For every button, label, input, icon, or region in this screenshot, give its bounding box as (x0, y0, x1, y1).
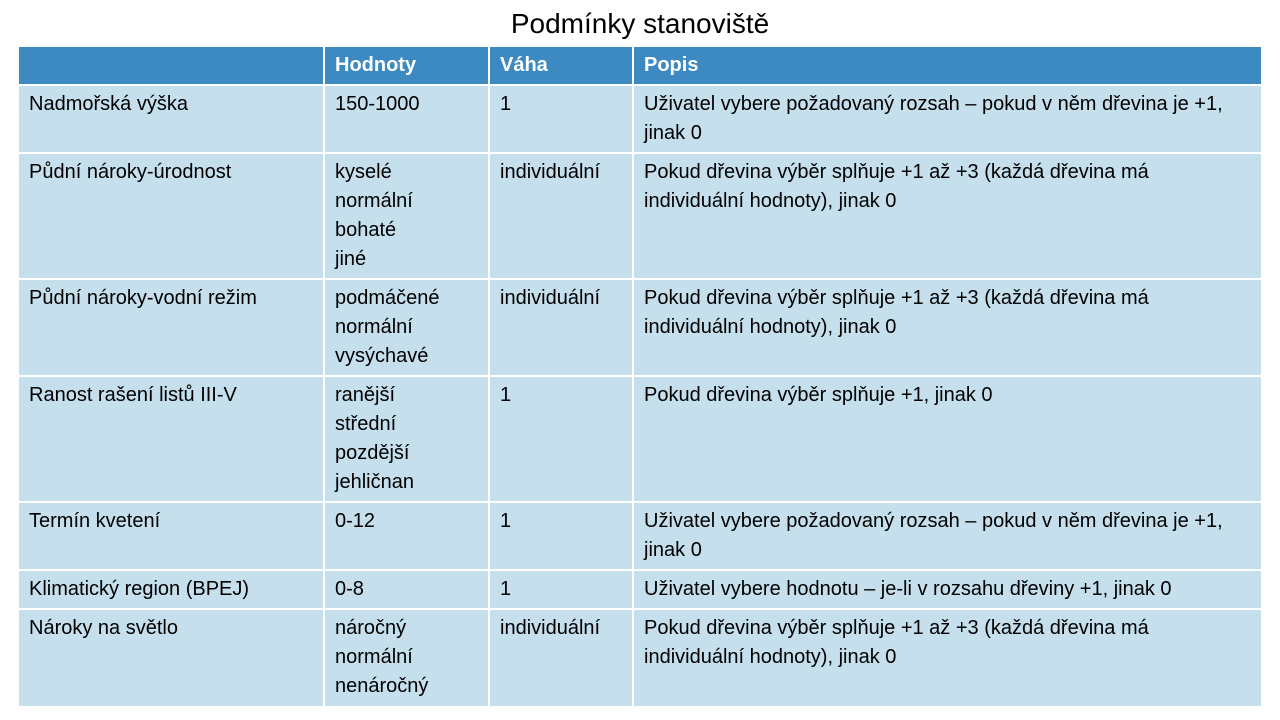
value-item: náročný (335, 617, 407, 639)
cell-condition-name: Nadmořská výška (19, 84, 325, 153)
cell-values: ranější střední pozdější jehličnan (324, 375, 490, 502)
cell-weight: 1 (489, 375, 634, 502)
cell-condition-name: Klimatický region (BPEJ) (19, 569, 325, 609)
cell-values: 0-12 (324, 501, 490, 570)
header-cell-weight: Váha (489, 47, 634, 85)
cell-values: kyselé normální bohaté jiné (324, 152, 490, 279)
value-item: 150-1000 (335, 93, 420, 115)
cell-description: Pokud dřevina výběr splňuje +1 až +3 (ka… (633, 152, 1261, 279)
cell-description: Pokud dřevina výběr splňuje +1, jinak 0 (633, 375, 1261, 502)
table-row: Půdní nároky-vodní režim podmáčené normáln… (19, 278, 1261, 376)
cell-weight: 1 (489, 501, 634, 570)
value-item: podmáčené (335, 287, 440, 309)
value-item: normální (335, 646, 413, 668)
table-row: Půdní nároky-úrodnost kyselé normální bohat… (19, 152, 1261, 279)
cell-weight: individuální (489, 278, 634, 376)
cell-weight: individuální (489, 152, 634, 279)
table-row: Ranost rašení listů III-V ranější střední p… (19, 375, 1261, 502)
cell-values: 0-8 (324, 569, 490, 609)
value-item: vysýchavé (335, 345, 429, 367)
table-row: Termín kvetení 0-12 1 Uživatel vybere požad… (19, 501, 1261, 570)
table-header: Hodnoty Váha Popis (19, 47, 1261, 85)
cell-weight: 1 (489, 84, 634, 153)
table-row: Nadmořská výška 150-1000 1 Uživatel vybere … (19, 84, 1261, 153)
value-item: bohaté (335, 219, 397, 241)
table-row: Nároky na světlo náročný normální nenáročný… (19, 608, 1261, 706)
value-item: střední (335, 413, 397, 435)
cell-condition-name: Půdní nároky-vodní režim (19, 278, 325, 376)
value-item: 0-12 (335, 510, 376, 532)
value-item: normální (335, 190, 413, 212)
value-item: jehličnan (335, 471, 414, 493)
cell-description: Pokud dřevina výběr splňuje +1 až +3 (ka… (633, 278, 1261, 376)
cell-condition-name: Půdní nároky-úrodnost (19, 152, 325, 279)
table-body: Nadmořská výška 150-1000 1 Uživatel vybere … (19, 84, 1261, 706)
header-cell-name (19, 47, 325, 85)
cell-description: Uživatel vybere hodnotu – je-li v rozsah… (633, 569, 1261, 609)
value-item: pozdější (335, 442, 410, 464)
cell-weight: 1 (489, 569, 634, 609)
cell-condition-name: Termín kvetení (19, 501, 325, 570)
header-cell-values: Hodnoty (324, 47, 490, 85)
cell-condition-name: Ranost rašení listů III-V (19, 375, 325, 502)
cell-description: Uživatel vybere požadovaný rozsah – poku… (633, 84, 1261, 153)
value-item: jiné (335, 248, 367, 270)
value-item: normální (335, 316, 413, 338)
header-row: Hodnoty Váha Popis (19, 47, 1261, 85)
table-row: Klimatický region (BPEJ) 0-8 1 Uživatel vyb… (19, 569, 1261, 609)
cell-values: náročný normální nenáročný (324, 608, 490, 706)
value-item: 0-8 (335, 578, 364, 600)
value-item: ranější (335, 384, 396, 406)
cell-weight: individuální (489, 608, 634, 706)
value-item: nenáročný (335, 675, 429, 697)
cell-condition-name: Nároky na světlo (19, 608, 325, 706)
header-cell-description: Popis (633, 47, 1261, 85)
cell-values: 150-1000 (324, 84, 490, 153)
value-item: kyselé (335, 161, 392, 183)
cell-description: Uživatel vybere požadovaný rozsah – poku… (633, 501, 1261, 570)
page-title: Podmínky stanoviště (510, 8, 770, 39)
conditions-table: Hodnoty Váha Popis Nadmořská výška 150-10… (19, 47, 1261, 706)
cell-description: Pokud dřevina výběr splňuje +1 až +3 (ka… (633, 608, 1261, 706)
cell-values: podmáčené normální vysýchavé (324, 278, 490, 376)
